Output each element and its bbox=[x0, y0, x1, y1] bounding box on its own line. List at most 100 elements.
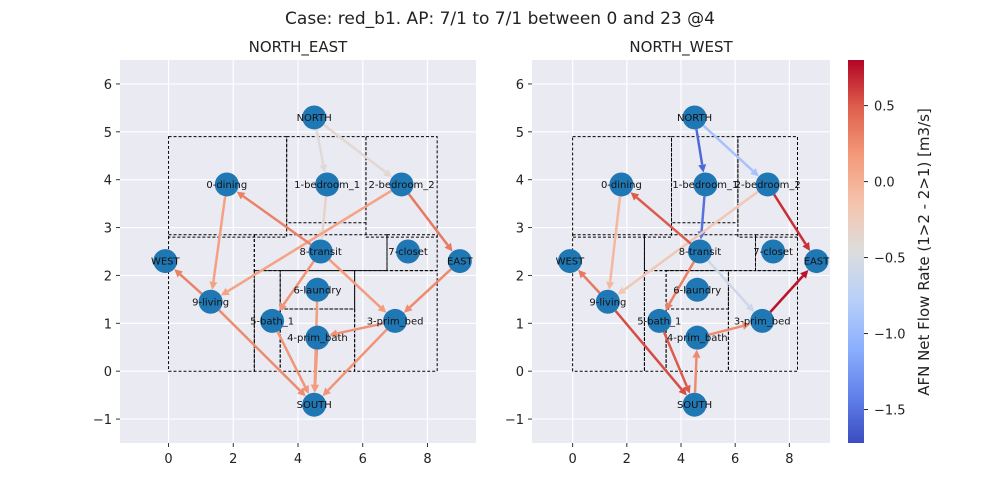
flow-arrowhead bbox=[209, 281, 218, 290]
node-label: 5-bath_1 bbox=[637, 316, 681, 327]
node-marker bbox=[687, 239, 712, 264]
node-marker bbox=[305, 277, 330, 302]
node-label: 1-bedroom_1 bbox=[672, 180, 738, 191]
flow-arrowhead bbox=[310, 384, 319, 393]
flow-arrowhead bbox=[800, 269, 809, 279]
flow-edge bbox=[227, 189, 392, 293]
node-label: 3-prim_bed bbox=[734, 316, 791, 327]
node-marker bbox=[198, 289, 223, 314]
node-label: WEST bbox=[556, 257, 586, 268]
flow-edge bbox=[700, 196, 706, 232]
y-tick-label: 1 bbox=[104, 317, 112, 332]
flow-arrowhead bbox=[444, 242, 453, 252]
colorbar-tick-label: 0.5 bbox=[874, 100, 895, 115]
node-label: WEST bbox=[151, 257, 181, 268]
flow-arrowhead bbox=[578, 269, 587, 279]
flow-arrowhead bbox=[383, 169, 393, 178]
node-label: EAST bbox=[804, 257, 831, 268]
panel-title: NORTH_WEST bbox=[629, 38, 733, 57]
flow-edge bbox=[315, 128, 325, 166]
y-tick-label: 3 bbox=[104, 222, 112, 237]
flow-arrowhead bbox=[741, 322, 751, 330]
node-marker bbox=[214, 172, 239, 197]
node-label: 7-closet bbox=[388, 247, 428, 258]
flow-edge bbox=[408, 268, 452, 309]
node-marker bbox=[685, 277, 710, 302]
node-label: 0-dining bbox=[206, 180, 247, 191]
colorbar-ticks: 0.5 0.0 −0.5 −1.0 −1.5 bbox=[864, 100, 906, 419]
flow-arrowhead bbox=[301, 385, 309, 394]
flow-arrowhead bbox=[297, 387, 306, 397]
colorbar-tick-label: −1.5 bbox=[874, 404, 906, 419]
x-tick-label: 2 bbox=[229, 452, 237, 467]
room-outline bbox=[168, 234, 255, 372]
flow-edge bbox=[276, 331, 307, 388]
flow-edge bbox=[668, 261, 695, 305]
node-marker bbox=[396, 239, 421, 264]
node-label: 8-transit bbox=[679, 247, 721, 258]
node-label: 2-bedroom_2 bbox=[735, 180, 801, 191]
node-label: 6-laundry bbox=[293, 285, 341, 296]
y-tick-label: 4 bbox=[516, 174, 524, 189]
flow-arrowhead bbox=[665, 301, 673, 311]
flow-edge bbox=[321, 196, 328, 232]
node-label: 2-bedroom_2 bbox=[369, 180, 435, 191]
x-tick-label: 0 bbox=[568, 452, 576, 467]
node-marker bbox=[682, 105, 707, 130]
flow-edge bbox=[282, 260, 315, 306]
x-tick-label: 8 bbox=[785, 452, 793, 467]
flow-arrowhead bbox=[692, 349, 701, 358]
node-label: EAST bbox=[447, 257, 474, 268]
flow-edge bbox=[242, 195, 312, 246]
node-label: 9-living bbox=[589, 297, 626, 308]
flow-arrowhead bbox=[236, 191, 246, 200]
node-label: 5-bath_1 bbox=[250, 316, 294, 327]
colorbar-tick-label: −0.5 bbox=[874, 252, 906, 267]
flow-arrowhead bbox=[606, 281, 615, 290]
y-tick-label: 4 bbox=[104, 174, 112, 189]
node-marker bbox=[595, 289, 620, 314]
flow-edge bbox=[662, 331, 688, 387]
flow-arrowhead bbox=[617, 286, 627, 295]
flow-arrowhead bbox=[220, 287, 230, 296]
y-tick-label: 1 bbox=[516, 317, 524, 332]
node-marker bbox=[609, 172, 634, 197]
node-marker bbox=[685, 325, 710, 350]
node-label: 6-laundry bbox=[673, 285, 721, 296]
node-marker bbox=[260, 308, 285, 333]
y-tick-label: 5 bbox=[104, 126, 112, 141]
flow-arrowhead bbox=[630, 192, 640, 201]
node-label: SOUTH bbox=[677, 400, 712, 411]
node-marker bbox=[308, 239, 333, 264]
x-tick-label: 4 bbox=[677, 452, 685, 467]
x-tick-label: 6 bbox=[359, 452, 367, 467]
y-tick-label: 5 bbox=[516, 126, 524, 141]
flow-arrowhead bbox=[683, 384, 691, 394]
colorbar-tick-label: 0.0 bbox=[874, 176, 895, 191]
panel-north-east: 0 2 4 6 8 −1 0 1 2 3 4 5 6 NORTH_EAST NORTH 0-dining 1-b… bbox=[93, 38, 476, 467]
room-outline bbox=[365, 136, 438, 238]
flow-arrowhead bbox=[377, 304, 387, 313]
flow-arrowhead bbox=[745, 303, 755, 312]
colorbar-gradient bbox=[848, 60, 864, 443]
node-marker bbox=[153, 249, 178, 274]
node-marker bbox=[647, 308, 672, 333]
node-label: SOUTH bbox=[297, 400, 332, 411]
flow-edge bbox=[614, 310, 683, 391]
flow-edge bbox=[623, 190, 759, 291]
node-marker bbox=[557, 249, 582, 274]
colorbar-label: AFN Net Flow Rate (1>2 - 2>1) [m3/s] bbox=[915, 108, 933, 396]
x-tick-label: 6 bbox=[731, 452, 739, 467]
flow-edge bbox=[407, 193, 449, 246]
node-label: 3-prim_bed bbox=[367, 316, 424, 327]
panel-title: NORTH_EAST bbox=[249, 38, 349, 57]
colorbar-tick-label: −1.0 bbox=[874, 328, 906, 343]
node-label: 4-prim_bath bbox=[667, 333, 728, 344]
y-tick-label: 6 bbox=[104, 78, 112, 93]
flow-edge bbox=[327, 328, 388, 392]
flow-edge bbox=[212, 196, 227, 283]
node-marker bbox=[804, 249, 829, 274]
flow-arrowhead bbox=[802, 242, 811, 251]
node-label: NORTH bbox=[297, 113, 332, 124]
